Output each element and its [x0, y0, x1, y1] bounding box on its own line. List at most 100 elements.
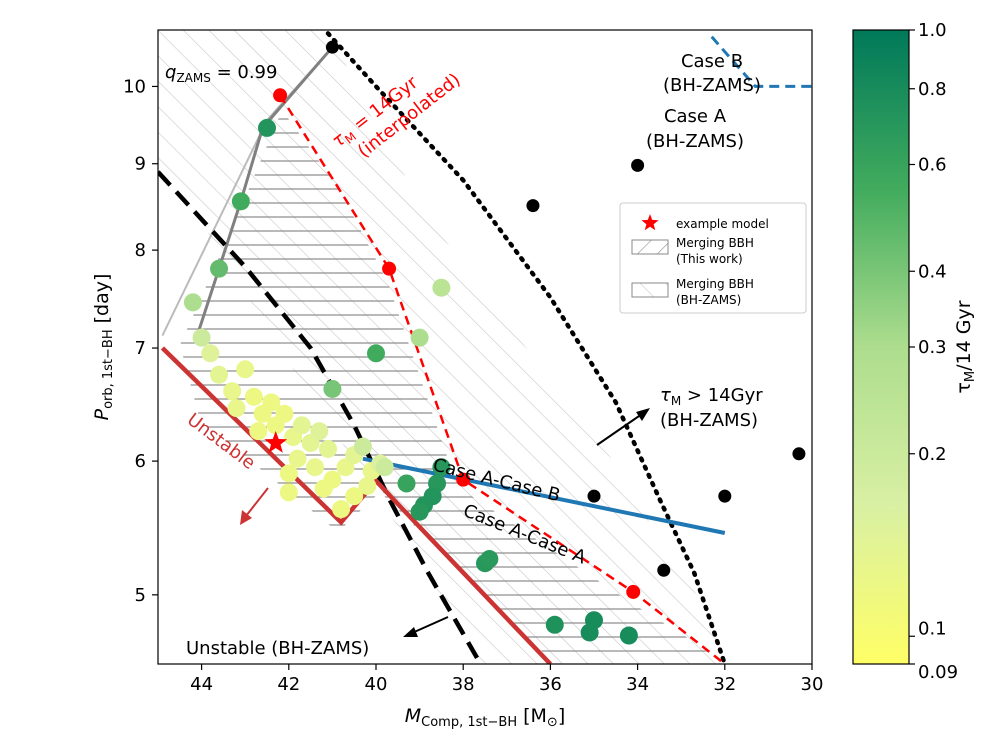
x-tick-label: 38: [452, 674, 475, 695]
plot-points: [183, 40, 806, 645]
tau-zams-dotted-line: [325, 31, 728, 664]
colorbar-tick-label: 0.1: [918, 618, 947, 639]
model-point: [279, 464, 298, 483]
zams-point: [526, 199, 540, 213]
y-axis-label: Porb, 1st−BH[day]: [91, 274, 116, 421]
hatch-regions: [158, 30, 730, 664]
model-point: [192, 328, 211, 347]
unstable-arrow: [240, 487, 269, 525]
model-point: [585, 611, 603, 630]
model-point: [432, 458, 451, 477]
x-tick-label: 44: [190, 674, 213, 695]
model-point: [432, 278, 451, 297]
colorbar-tick-label: 0.8: [918, 79, 947, 100]
colorbar-tick-label: 0.6: [918, 154, 947, 175]
model-point: [279, 483, 298, 502]
model-point: [323, 379, 342, 398]
x-tick-label: 30: [801, 674, 824, 695]
example-model-star: [264, 431, 288, 453]
x-tick-label: 32: [713, 674, 736, 695]
model-point: [410, 328, 429, 347]
model-point: [258, 118, 276, 137]
colorbar-tick-label: 0.09: [918, 662, 958, 683]
colorbar-tick-label: 1.0: [918, 20, 947, 41]
model-point: [249, 422, 268, 441]
model-point: [201, 344, 220, 363]
model-point: [410, 502, 429, 521]
tau-interpolated-point: [273, 88, 288, 103]
case-a-zams-label: Case A (BH-ZAMS): [646, 106, 744, 152]
model-point: [183, 293, 202, 312]
model-point: [305, 458, 324, 477]
model-point: [314, 479, 333, 498]
model-point: [545, 615, 564, 634]
y-tick-label: 10: [123, 76, 146, 97]
colorbar: 0.09 0.1 0.2 0.3 0.4 0.6 0.8 1.0 τM/14 Gyr: [852, 20, 978, 683]
model-point: [210, 259, 229, 278]
colorbar-label: τM/14 Gyr: [953, 300, 978, 393]
tau-greater-arrow: [596, 408, 650, 446]
model-point: [619, 626, 638, 645]
plot-frame: [157, 29, 813, 665]
tau-interpolated-point: [456, 472, 471, 487]
unstable-zams-label: Unstable (BH-ZAMS): [186, 638, 369, 659]
y-axis-ticks: 5 6 7 8 9 10: [123, 76, 158, 606]
model-point: [375, 458, 394, 477]
model-point: [288, 449, 307, 468]
model-point: [275, 404, 294, 423]
y-tick-label: 6: [135, 451, 146, 472]
y-tick-label: 7: [135, 338, 146, 359]
case-ab-line: [362, 456, 726, 535]
legend-hatch-this-work: [631, 239, 669, 255]
plot-lines: [158, 31, 812, 664]
zams-point: [657, 563, 671, 577]
tau-interpolated-point: [382, 261, 397, 276]
model-point: [236, 360, 255, 379]
x-tick-label: 36: [539, 674, 562, 695]
legend-label-bh-zams: Merging BBH (BH-ZAMS): [676, 277, 754, 307]
model-point: [367, 344, 385, 363]
model-point: [358, 476, 377, 495]
model-point: [480, 550, 499, 569]
model-point: [345, 487, 364, 506]
case-b-zams-label: Case B (BH-ZAMS): [663, 51, 761, 96]
unstable-zams-dashed-line: [158, 170, 483, 664]
legend: example model Merging BBH (This work) Mer…: [619, 202, 807, 314]
model-point: [332, 500, 351, 519]
colorbar-tick-label: 0.3: [918, 337, 947, 358]
model-point: [227, 399, 246, 418]
x-tick-label: 42: [277, 674, 300, 695]
zams-point: [587, 489, 601, 503]
model-point: [319, 439, 338, 458]
colorbar-gradient: [852, 29, 910, 665]
q-zams-label: qZAMS = 0.99: [165, 62, 277, 85]
model-point: [231, 192, 250, 211]
unstable-boundary-line: [160, 346, 553, 664]
model-point: [244, 387, 263, 406]
legend-star-icon: [641, 214, 659, 231]
unstable-zams-arrow: [403, 616, 449, 637]
model-point: [292, 416, 311, 435]
tau-greater-label: τM > 14Gyr (BH-ZAMS): [660, 385, 768, 431]
colorbar-ticks: 0.09 0.1 0.2 0.3 0.4 0.6 0.8 1.0: [909, 20, 958, 683]
zams-point: [631, 158, 645, 172]
model-point: [262, 393, 281, 412]
model-point: [353, 437, 372, 456]
y-tick-label: 8: [135, 240, 146, 261]
x-tick-label: 34: [626, 674, 649, 695]
zams-point: [718, 489, 732, 503]
region-this-work: [180, 110, 730, 664]
y-tick-label: 5: [135, 585, 146, 606]
colorbar-tick-label: 0.4: [918, 261, 947, 282]
zams-point: [325, 40, 339, 54]
x-tick-label: 40: [365, 674, 388, 695]
legend-label-this-work: Merging BBH (This work): [676, 236, 754, 266]
zams-point: [792, 447, 806, 461]
colorbar-tick-label: 0.2: [918, 444, 947, 465]
case-a-zams-line: [710, 35, 812, 88]
x-axis-label: MComp, 1st−BH [M⊙]: [405, 705, 566, 730]
x-axis-ticks: 44 42 40 38 36 34 32 30: [190, 664, 823, 695]
model-point: [310, 422, 329, 441]
tau-interpolated-point: [626, 584, 641, 599]
